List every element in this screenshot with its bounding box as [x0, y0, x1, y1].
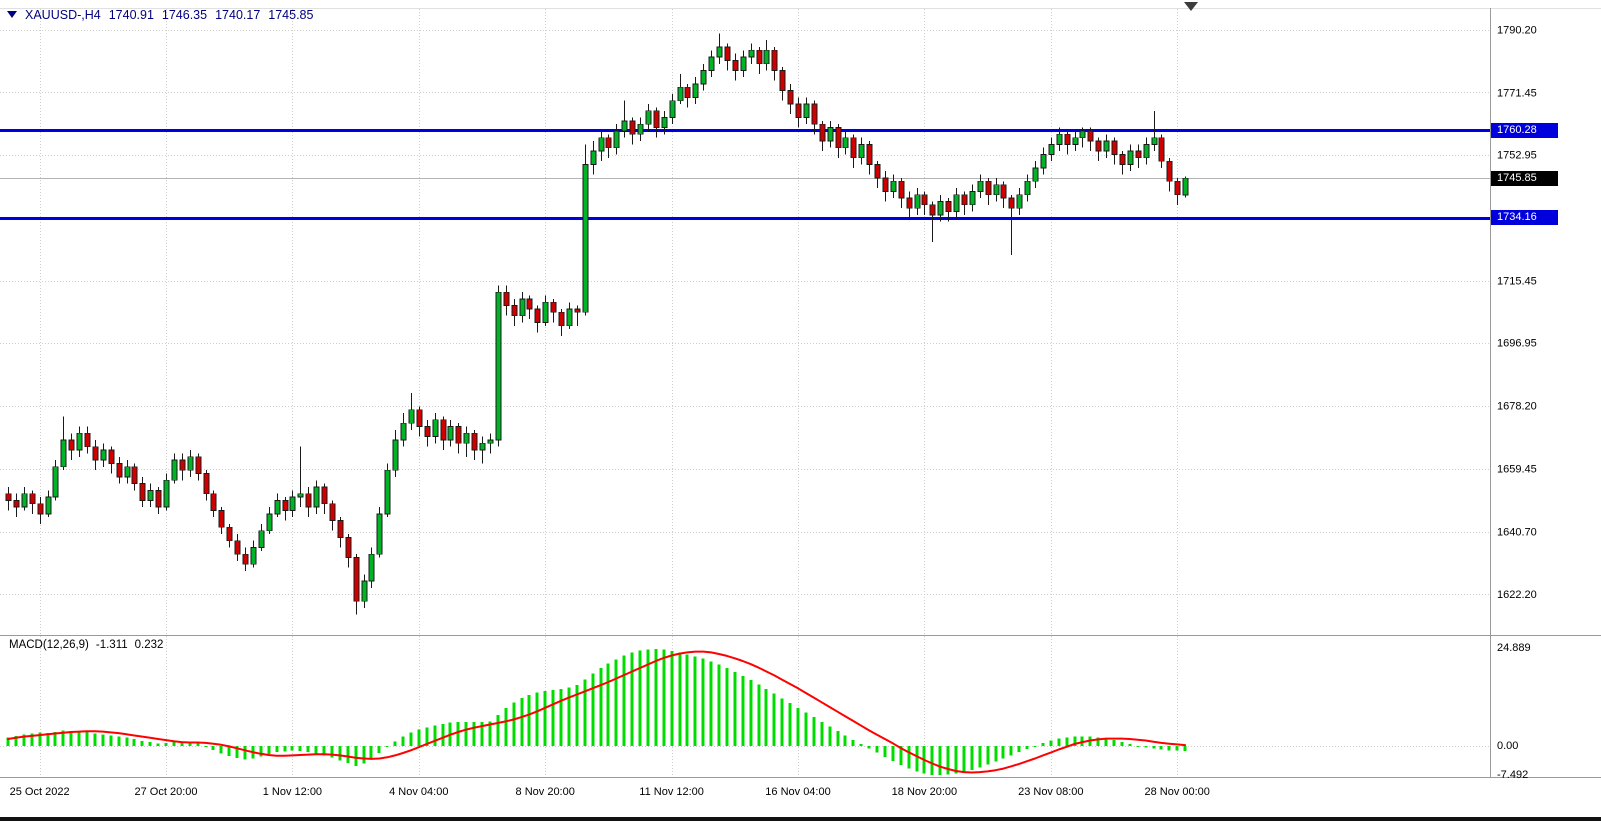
chart-ohlc-header: XAUUSD-,H4 1740.91 1746.35 1740.17 1745.… — [7, 6, 313, 23]
macd-indicator-label: MACD(12,26,9) -1.311 0.232 — [9, 639, 163, 651]
price-tick-label: 1771.45 — [1497, 87, 1537, 99]
date-label: 1 Nov 12:00 — [263, 786, 322, 798]
chart-shift-marker-icon[interactable] — [1184, 2, 1198, 11]
macd-signal-line — [7, 650, 1187, 774]
price-tick-label: 1640.70 — [1497, 527, 1537, 539]
price-axis-labels[interactable]: 1790.20 1771.45 1752.95 1715.45 1696.95 1678.… — [1497, 25, 1537, 601]
resistance-price-tag[interactable]: 1760.28 — [1491, 122, 1558, 138]
macd-zero-label: 0.00 — [1497, 739, 1519, 752]
low-value: 1740.17 — [215, 7, 261, 22]
window-bottom-edge — [0, 817, 1601, 821]
price-tick-label: 1715.45 — [1497, 276, 1537, 288]
date-label: 23 Nov 08:00 — [1018, 786, 1083, 798]
date-label: 27 Oct 20:00 — [135, 786, 198, 798]
price-tick-label: 1659.45 — [1497, 464, 1537, 476]
macd-min-label: -7.492 — [1497, 768, 1529, 781]
high-value: 1746.35 — [161, 7, 208, 22]
macd-signal-value: 0.232 — [134, 639, 164, 651]
date-label: 28 Nov 00:00 — [1144, 786, 1209, 798]
open-value: 1740.91 — [108, 7, 154, 22]
price-tick-label: 1790.20 — [1497, 25, 1537, 37]
macd-histogram — [6, 648, 1187, 776]
time-axis-labels[interactable]: 25 Oct 2022 27 Oct 20:00 1 Nov 12:00 4 Nov … — [10, 786, 1210, 798]
symbol-dropdown-icon[interactable] — [7, 11, 17, 18]
symbol-period-label: XAUUSD-,H4 — [25, 7, 101, 22]
chart-frame — [0, 8, 1601, 821]
macd-max-label: 24.889 — [1497, 642, 1531, 655]
date-label: 25 Oct 2022 — [10, 786, 70, 798]
candles-layer — [5, 33, 1189, 615]
price-tick-label: 1696.95 — [1497, 338, 1537, 350]
price-tick-label: 1752.95 — [1497, 150, 1537, 162]
price-tick-label: 1678.20 — [1497, 401, 1537, 413]
price-tick-label: 1622.20 — [1497, 589, 1537, 601]
support-price-tag[interactable]: 1734.16 — [1491, 210, 1558, 226]
date-label: 18 Nov 20:00 — [892, 786, 957, 798]
grid-layer — [0, 9, 1490, 777]
date-label: 8 Nov 20:00 — [516, 786, 575, 798]
close-value: 1745.85 — [268, 7, 314, 22]
date-label: 11 Nov 12:00 — [639, 786, 704, 798]
date-label: 4 Nov 04:00 — [389, 786, 448, 798]
current-price-tag: 1745.85 — [1491, 170, 1558, 186]
macd-name: MACD(12,26,9) — [9, 639, 89, 651]
macd-main-value: -1.311 — [95, 639, 128, 651]
date-label: 16 Nov 04:00 — [765, 786, 830, 798]
